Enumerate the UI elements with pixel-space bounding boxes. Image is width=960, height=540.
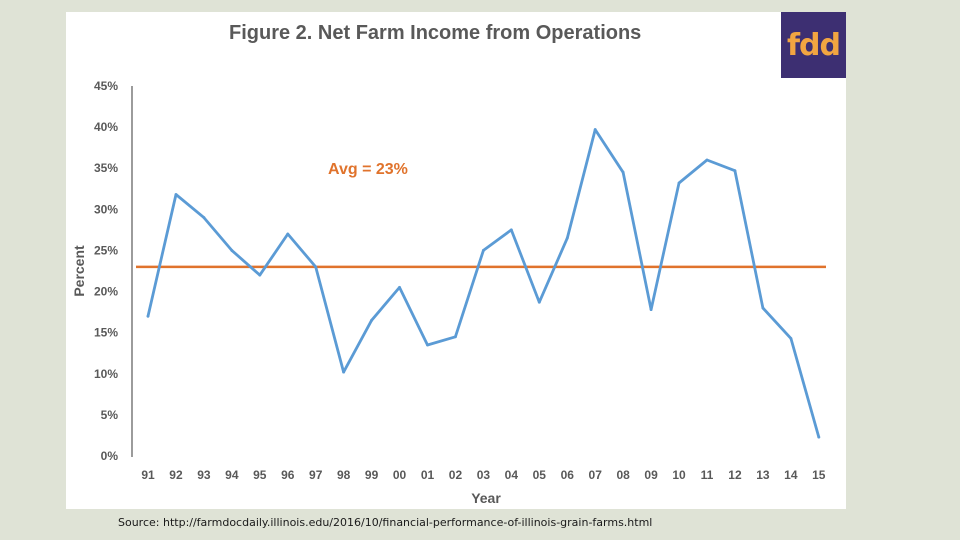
x-tick-label: 95 xyxy=(253,468,267,482)
source-note: Source: http://farmdocdaily.illinois.edu… xyxy=(118,516,653,529)
x-tick-label: 08 xyxy=(616,468,630,482)
x-tick-label: 09 xyxy=(644,468,658,482)
data-point xyxy=(314,265,318,269)
x-tick-label: 98 xyxy=(337,468,351,482)
data-point xyxy=(258,273,262,277)
data-point xyxy=(537,300,541,304)
y-tick-label: 15% xyxy=(94,326,118,340)
data-point xyxy=(705,158,709,162)
logo-text: fdd xyxy=(786,27,841,63)
y-tick-label: 20% xyxy=(94,285,118,299)
data-point xyxy=(649,308,653,312)
data-point xyxy=(482,249,485,252)
data-point xyxy=(174,193,178,196)
data-point xyxy=(230,249,234,252)
x-tick-label: 07 xyxy=(589,468,603,482)
x-tick-label: 99 xyxy=(365,468,379,482)
x-tick-label: 91 xyxy=(141,468,155,482)
fdd-logo: fdd xyxy=(781,12,846,78)
y-tick-label: 0% xyxy=(101,449,119,463)
y-tick-label: 25% xyxy=(94,243,118,257)
y-axis-label: Percent xyxy=(71,245,87,297)
y-tick-label: 30% xyxy=(94,202,118,216)
data-point xyxy=(370,318,373,322)
x-tick-label: 93 xyxy=(197,468,211,482)
y-tick-labels: 0% 5% 10% 15% 20% 25% 30% 35% 40% 45% xyxy=(94,79,118,463)
data-point xyxy=(761,306,765,310)
x-tick-label: 00 xyxy=(393,468,407,482)
average-label: Avg = 23% xyxy=(328,161,408,178)
x-tick-label: 03 xyxy=(477,468,491,482)
data-point xyxy=(621,170,625,174)
x-tick-labels: 91 92 93 94 95 96 97 98 99 00 01 02 03 04 05 06 07 08 09 10… xyxy=(141,468,825,482)
x-tick-label: 92 xyxy=(169,468,183,482)
data-point xyxy=(509,228,513,232)
y-tick-label: 40% xyxy=(94,120,118,134)
chart-title: Figure 2. Net Farm Income from Operation… xyxy=(229,22,641,44)
figure-panel: Figure 2. Net Farm Income from Operation… xyxy=(66,12,846,509)
x-tick-label: 14 xyxy=(784,468,798,482)
x-tick-label: 13 xyxy=(756,468,770,482)
x-tick-label: 96 xyxy=(281,468,295,482)
x-tick-label: 02 xyxy=(449,468,463,482)
y-tick-label: 10% xyxy=(94,367,118,381)
data-point xyxy=(342,370,346,374)
data-point xyxy=(426,343,429,347)
x-tick-label: 15 xyxy=(812,468,826,482)
data-point xyxy=(593,128,597,131)
series-line xyxy=(146,128,821,439)
data-point xyxy=(286,232,290,236)
x-tick-label: 94 xyxy=(225,468,239,482)
x-tick-label: 11 xyxy=(701,468,714,482)
data-point xyxy=(789,337,793,340)
data-point xyxy=(817,435,821,439)
x-tick-label: 01 xyxy=(421,468,435,482)
data-point xyxy=(733,169,737,173)
data-point xyxy=(202,216,206,219)
x-tick-label: 06 xyxy=(561,468,575,482)
x-tick-label: 97 xyxy=(309,468,323,482)
data-point xyxy=(677,181,681,185)
x-tick-label: 12 xyxy=(728,468,742,482)
y-tick-label: 45% xyxy=(94,79,118,93)
data-point xyxy=(146,314,150,318)
data-point xyxy=(398,286,401,289)
x-tick-label: 05 xyxy=(533,468,547,482)
y-tick-label: 35% xyxy=(94,161,118,175)
data-points xyxy=(146,128,821,439)
data-point xyxy=(454,335,457,339)
data-point xyxy=(565,236,569,240)
x-tick-label: 10 xyxy=(672,468,686,482)
y-tick-label: 5% xyxy=(101,408,119,422)
chart: Figure 2. Net Farm Income from Operation… xyxy=(71,22,826,506)
x-axis-label: Year xyxy=(471,490,501,506)
x-tick-label: 04 xyxy=(505,468,519,482)
